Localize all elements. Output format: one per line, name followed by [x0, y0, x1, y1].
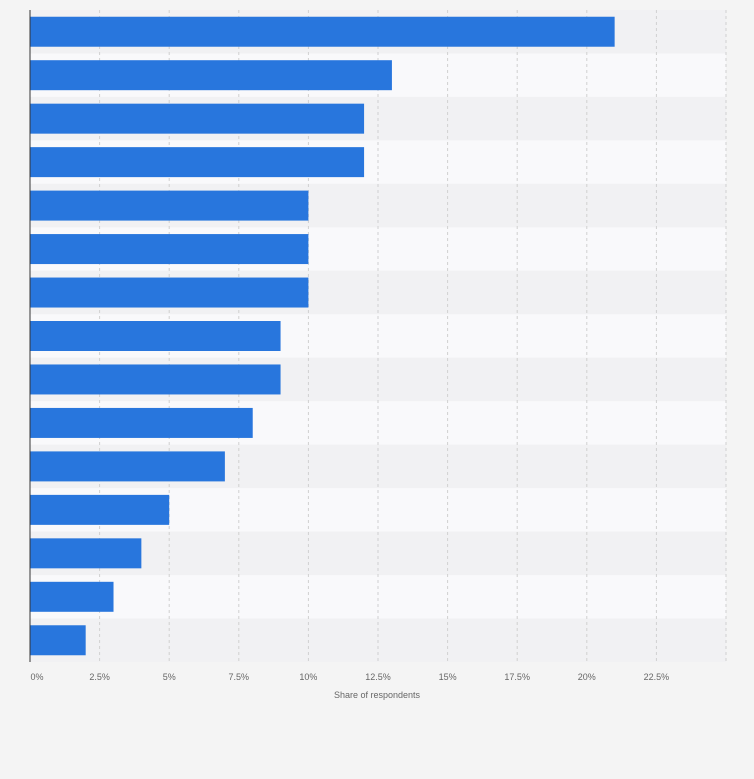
bar[interactable]: [30, 190, 309, 221]
bar[interactable]: [30, 234, 309, 265]
x-tick-labels: 0% 2.5% 5% 7.5% 10% 12.5% 15% 17.5% 20% 22.5%: [30, 672, 669, 682]
bar[interactable]: [30, 407, 253, 438]
x-tick-label: 15%: [439, 672, 457, 682]
bar[interactable]: [30, 451, 225, 482]
bar[interactable]: [30, 147, 365, 178]
x-tick-label: 12.5%: [365, 672, 391, 682]
x-axis-title: Share of respondents: [334, 690, 421, 700]
bar[interactable]: [30, 364, 281, 395]
x-tick-label: 22.5%: [644, 672, 670, 682]
x-tick-label: 20%: [578, 672, 596, 682]
x-tick-label: 5%: [163, 672, 176, 682]
x-tick-label: 10%: [299, 672, 317, 682]
x-tick-label: 2.5%: [89, 672, 110, 682]
bars: [30, 16, 615, 656]
x-tick-label: 17.5%: [504, 672, 530, 682]
x-tick-label: 0%: [30, 672, 43, 682]
bar[interactable]: [30, 277, 309, 308]
bar[interactable]: [30, 60, 392, 91]
bar[interactable]: [30, 538, 142, 569]
bar[interactable]: [30, 321, 281, 351]
bar[interactable]: [30, 16, 615, 47]
bar[interactable]: [30, 494, 170, 525]
bar[interactable]: [30, 581, 114, 612]
bar[interactable]: [30, 625, 86, 656]
x-tick-label: 7.5%: [229, 672, 250, 682]
bar[interactable]: [30, 103, 365, 134]
